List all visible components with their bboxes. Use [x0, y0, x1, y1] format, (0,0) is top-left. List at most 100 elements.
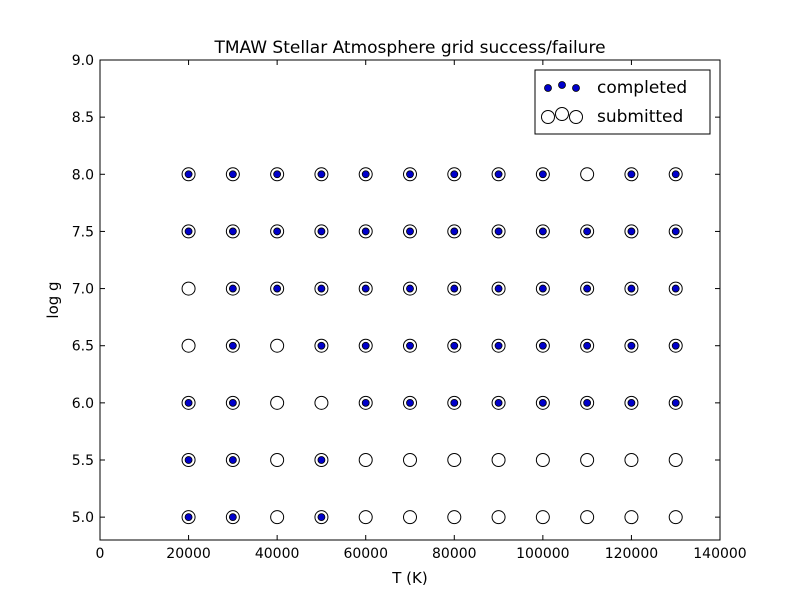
completed-point — [317, 170, 326, 179]
completed-point — [671, 170, 680, 179]
completed-point — [583, 341, 592, 350]
completed-point — [184, 513, 193, 522]
submitted-point — [270, 338, 285, 353]
x-axis-label: T (K) — [391, 569, 427, 587]
y-tick-label: 6.5 — [72, 339, 94, 355]
y-tick-label: 5.0 — [72, 510, 94, 526]
y-tick-label: 8.5 — [72, 110, 94, 126]
x-tick-label: 60000 — [343, 546, 388, 562]
completed-point — [228, 227, 237, 236]
legend-submitted-marker — [555, 107, 569, 121]
completed-point — [583, 398, 592, 407]
completed-point — [583, 227, 592, 236]
completed-point — [538, 227, 547, 236]
x-tick-label: 20000 — [166, 546, 211, 562]
chart-title: TMAW Stellar Atmosphere grid success/fai… — [213, 38, 605, 58]
completed-point — [317, 341, 326, 350]
submitted-point — [403, 510, 417, 525]
completed-point — [494, 227, 503, 236]
legend-label-completed: completed — [597, 78, 687, 98]
submitted-point — [580, 167, 595, 182]
submitted-point — [358, 510, 373, 525]
completed-point — [184, 170, 193, 179]
completed-point — [361, 170, 370, 179]
legend-completed-marker — [572, 84, 580, 92]
completed-point — [361, 284, 370, 293]
submitted-point — [447, 453, 462, 467]
completed-point — [583, 284, 592, 293]
completed-point — [228, 284, 237, 293]
submitted-point — [181, 281, 196, 296]
completed-point — [494, 398, 503, 407]
submitted-point — [270, 453, 285, 467]
submitted-point — [668, 453, 683, 467]
x-tick-label: 0 — [96, 546, 105, 562]
completed-point — [671, 227, 680, 236]
submitted-point — [270, 510, 285, 525]
completed-point — [273, 227, 282, 236]
legend-submitted-marker — [541, 110, 555, 124]
axis-ticks: 0 20000 40000 60000 80000 100000 120000 140000 5… — [72, 53, 747, 562]
x-tick-label: 80000 — [432, 546, 477, 562]
legend-label-submitted: submitted — [597, 107, 683, 127]
submitted-point — [580, 510, 595, 525]
legend-submitted-marker — [569, 110, 583, 124]
legend: completed submitted — [534, 69, 711, 135]
completed-point — [317, 513, 326, 522]
plot-area — [181, 167, 683, 525]
completed-point — [627, 227, 636, 236]
completed-point — [406, 341, 414, 350]
submitted-point — [624, 453, 639, 467]
completed-point — [184, 227, 193, 236]
legend-completed-marker — [558, 81, 566, 89]
completed-point — [538, 284, 547, 293]
submitted-point — [535, 453, 550, 467]
completed-point — [317, 456, 326, 464]
submitted-point — [624, 510, 639, 525]
y-tick-label: 5.5 — [72, 453, 94, 469]
submitted-point — [580, 453, 595, 467]
completed-point — [406, 398, 414, 407]
completed-point — [406, 227, 414, 236]
completed-point — [273, 284, 282, 293]
completed-point — [317, 284, 326, 293]
completed-point — [228, 398, 237, 407]
completed-point — [450, 284, 459, 293]
completed-point — [627, 284, 636, 293]
completed-point — [538, 341, 547, 350]
completed-point — [494, 284, 503, 293]
y-tick-label: 7.0 — [72, 282, 94, 298]
x-tick-label: 40000 — [255, 546, 300, 562]
completed-point — [184, 398, 193, 407]
y-tick-label: 7.5 — [72, 224, 94, 240]
y-tick-label: 6.0 — [72, 396, 94, 412]
completed-point — [406, 284, 414, 293]
axes-frame — [99, 59, 721, 541]
completed-point — [627, 341, 636, 350]
y-axis-label: log g — [44, 281, 62, 318]
completed-point — [538, 170, 547, 179]
completed-point — [228, 341, 237, 350]
x-tick-label: 120000 — [605, 546, 658, 562]
completed-point — [228, 456, 237, 464]
submitted-point — [668, 510, 683, 525]
legend-box — [534, 69, 711, 135]
y-tick-label: 8.0 — [72, 167, 94, 183]
completed-point — [627, 170, 636, 179]
completed-point — [361, 227, 370, 236]
completed-point — [228, 170, 237, 179]
completed-point — [184, 456, 193, 464]
x-tick-label: 140000 — [693, 546, 746, 562]
submitted-point — [535, 510, 550, 525]
submitted-point — [403, 453, 417, 467]
submitted-point — [314, 395, 329, 410]
x-tick-label: 100000 — [516, 546, 569, 562]
completed-point — [627, 398, 636, 407]
completed-point — [671, 341, 680, 350]
completed-point — [671, 398, 680, 407]
completed-point — [361, 341, 370, 350]
completed-point — [450, 227, 459, 236]
submitted-point — [270, 395, 285, 410]
completed-point — [671, 284, 680, 293]
